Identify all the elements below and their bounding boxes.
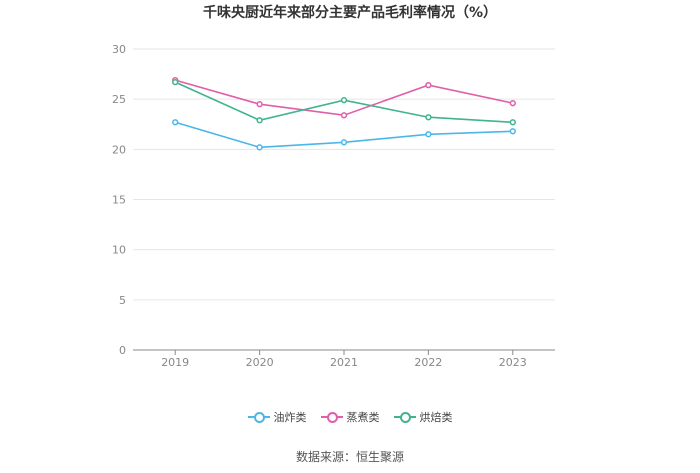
legend-item[interactable]: 蒸煮类 [320,409,380,425]
data-point [172,78,179,86]
legend-swatch [247,411,270,423]
y-tick-label: 10 [112,244,126,257]
legend-swatch [320,411,343,423]
data-source: 数据来源：恒生聚源 [295,450,404,464]
data-point [256,144,263,151]
data-point [425,131,432,138]
x-tick-label: 2019 [161,356,189,369]
data-point [509,128,516,135]
y-tick-label: 20 [112,143,126,156]
data-point [509,119,516,126]
legend: 油炸类 蒸煮类 烘焙类 [0,409,700,425]
legend-item[interactable]: 烘焙类 [393,409,453,425]
data-point [256,101,263,108]
y-tick-label: 15 [112,194,126,207]
data-point [340,139,348,146]
y-tick-label: 0 [119,344,126,357]
x-tick-label: 2022 [414,356,442,369]
legend-label: 蒸煮类 [346,411,380,424]
y-tick-label: 5 [119,294,126,307]
chart-title: 千味央厨近年来部分主要产品毛利率情况（%） [202,5,498,21]
x-tick-label: 2021 [330,356,358,369]
legend-swatch [393,411,416,423]
data-point [425,81,432,89]
x-tick-label: 2020 [246,356,274,369]
legend-marker [253,412,265,423]
data-point [340,97,348,104]
legend-marker [326,412,338,423]
x-tick-label: 2023 [499,356,527,369]
data-point [509,100,516,107]
legend-label: 烘焙类 [419,411,453,424]
data-point [340,112,348,119]
legend-marker [399,412,411,423]
legend-label: 油炸类 [273,411,307,424]
data-point [425,114,432,121]
data-point [256,117,263,124]
legend-item[interactable]: 油炸类 [247,409,307,425]
y-tick-label: 25 [112,93,126,106]
y-tick-label: 30 [112,43,126,56]
data-point [172,119,179,126]
